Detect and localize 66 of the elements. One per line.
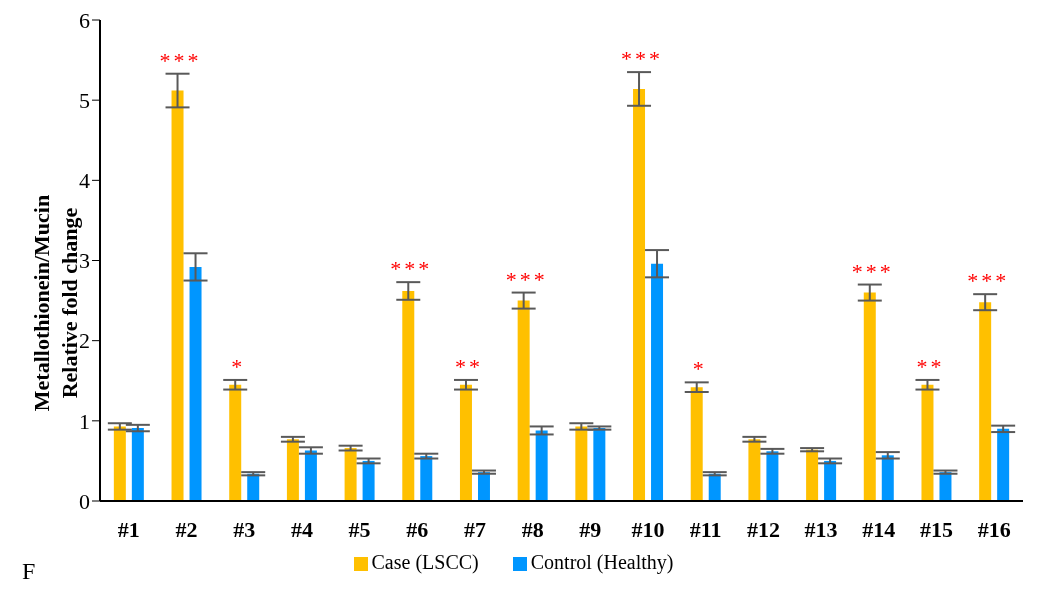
x-tick-label: #2 — [175, 516, 198, 542]
annotation: *** — [621, 46, 664, 72]
bar — [806, 449, 819, 501]
bar — [517, 300, 530, 501]
bar — [459, 384, 472, 501]
bar — [113, 426, 126, 501]
annotation: *** — [967, 268, 1010, 294]
bar — [748, 439, 761, 501]
x-tick-label: #16 — [977, 516, 1011, 542]
annotation: ** — [916, 353, 945, 379]
bar — [881, 455, 894, 501]
x-tick-label: #3 — [233, 516, 256, 542]
x-tick-label: #14 — [862, 516, 896, 542]
annotation: * — [692, 356, 707, 382]
bar — [420, 456, 433, 501]
x-tick-label: #1 — [117, 516, 140, 542]
x-tick-label: #12 — [746, 516, 780, 542]
bar — [863, 292, 876, 501]
y-tick-label: 1 — [79, 408, 90, 434]
bar — [189, 266, 202, 501]
y-tick-label: 6 — [79, 7, 90, 33]
bar — [979, 302, 992, 501]
x-tick-label: #8 — [521, 516, 544, 542]
bar — [824, 460, 837, 501]
x-tick-label: #11 — [689, 516, 722, 542]
x-tick-label: #6 — [406, 516, 429, 542]
bar — [362, 460, 375, 501]
bar — [766, 451, 779, 501]
legend-label: Control (Healthy) — [530, 551, 674, 573]
x-tick-label: #7 — [463, 516, 486, 542]
bar — [131, 428, 144, 501]
bar — [593, 428, 606, 501]
annotation: ** — [454, 353, 483, 379]
bar — [402, 290, 415, 501]
bar — [690, 387, 703, 501]
x-tick-label: #4 — [290, 516, 313, 542]
y-tick-label: 5 — [79, 87, 90, 113]
x-tick-label: #9 — [579, 516, 602, 542]
y-tick-label: 3 — [79, 248, 90, 274]
x-tick-label: #13 — [804, 516, 838, 542]
bar — [304, 450, 317, 501]
legend-label: Case (LSCC) — [371, 551, 479, 573]
annotation: *** — [159, 47, 202, 73]
bar — [535, 430, 548, 501]
annotation: * — [231, 353, 246, 379]
x-tick-label: #15 — [919, 516, 953, 542]
bar — [921, 384, 934, 501]
bar — [939, 472, 952, 501]
bar — [997, 428, 1010, 501]
bar — [286, 439, 299, 501]
annotation: *** — [505, 266, 548, 292]
bar — [477, 472, 490, 501]
bar — [575, 426, 588, 501]
y-tick-label: 2 — [79, 328, 90, 354]
annotation: *** — [851, 258, 894, 284]
bar — [229, 384, 242, 501]
y-tick-label: 4 — [79, 168, 90, 194]
y-tick-label: 0 — [79, 488, 90, 514]
bar — [651, 263, 664, 501]
bar — [344, 448, 357, 501]
annotation: *** — [390, 256, 433, 282]
bar — [171, 90, 184, 501]
x-tick-label: #5 — [348, 516, 371, 542]
x-tick-label: #10 — [631, 516, 665, 542]
bar — [633, 88, 646, 501]
text: F — [22, 558, 36, 585]
